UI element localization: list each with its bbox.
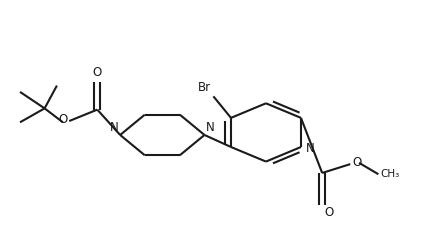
Text: O: O [324, 206, 333, 219]
Text: N: N [305, 142, 314, 155]
Text: N: N [206, 121, 215, 134]
Text: O: O [58, 113, 67, 126]
Text: Br: Br [198, 81, 211, 94]
Text: O: O [93, 66, 102, 79]
Text: O: O [352, 156, 361, 169]
Text: CH₃: CH₃ [380, 169, 399, 179]
Text: N: N [110, 121, 118, 134]
